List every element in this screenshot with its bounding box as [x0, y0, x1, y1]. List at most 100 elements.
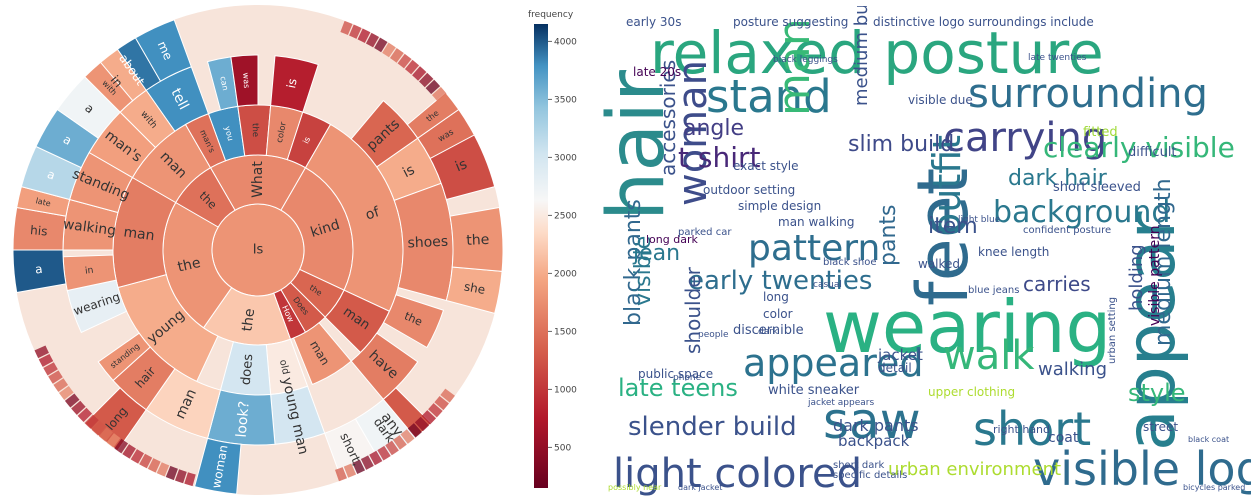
cloud-word: t shirt	[678, 141, 761, 174]
cloud-word: early 30s	[626, 15, 682, 29]
sunburst-sliver	[139, 453, 153, 469]
cloud-word: backpack	[838, 432, 910, 450]
cloud-word: man walking	[778, 215, 855, 229]
sunburst-segment[interactable]	[350, 99, 419, 168]
cloud-word: early twenties	[688, 266, 873, 296]
cloud-word: confident posture	[1023, 225, 1112, 236]
cloud-word: item	[928, 214, 978, 239]
sunburst-segment[interactable]	[445, 266, 503, 315]
sunburst-segment[interactable]	[292, 322, 352, 386]
sunburst-sliver	[64, 393, 80, 408]
sunburst-sliver	[431, 87, 447, 102]
sunburst-sliver	[130, 449, 144, 464]
cloud-word: man	[769, 18, 820, 116]
sunburst-segment[interactable]	[134, 19, 192, 82]
cloud-word: wearing	[823, 285, 1112, 369]
cloud-word: clearly visible	[1043, 131, 1235, 164]
cloud-word: simple design	[738, 199, 822, 213]
cloud-word: light colored	[613, 451, 862, 496]
sunburst-segment[interactable]	[230, 54, 259, 107]
cloud-word: people	[698, 330, 729, 340]
cloud-word: discernible	[733, 323, 804, 338]
cloud-word: long dark	[646, 233, 698, 246]
sunburst-segment[interactable]	[270, 55, 319, 113]
cloud-word: possibly near	[608, 483, 662, 492]
cloud-word: appeared	[743, 341, 924, 385]
cloud-word: exact style	[733, 159, 799, 173]
cloud-word: walked	[918, 257, 961, 271]
sunburst-sliver	[114, 438, 129, 454]
cloud-word: phone	[673, 373, 702, 383]
sunburst-sliver	[418, 72, 434, 88]
cloud-word: jacket	[878, 346, 923, 364]
sunburst-segment[interactable]	[97, 332, 151, 382]
cloud-word: street	[1143, 420, 1179, 434]
sunburst-sliver	[147, 458, 161, 473]
sunburst-sliver	[165, 465, 178, 481]
cloud-word: carrying	[943, 115, 1108, 161]
colorbar-gradient	[534, 24, 548, 488]
colorbar-title: frequency	[528, 10, 574, 20]
cloud-word: upper clothing	[928, 385, 1016, 399]
colorbar-tick-label: 1500	[554, 327, 577, 337]
sunburst-sliver	[156, 462, 170, 477]
sunburst-sliver	[434, 395, 449, 411]
sunburst-segment[interactable]	[406, 91, 460, 139]
cloud-word: difficult	[1128, 145, 1177, 160]
sunburst-segment[interactable]	[350, 332, 419, 401]
sunburst-sliver	[175, 469, 187, 484]
sunburst-sliver	[428, 403, 443, 418]
sunburst-sliver	[91, 420, 106, 436]
cloud-word: bicycles parked	[1183, 483, 1246, 492]
sunburst-segment[interactable]	[382, 294, 445, 349]
cloud-word: walk	[943, 333, 1035, 379]
sunburst-sliver	[106, 433, 121, 448]
cloud-word: public space	[638, 367, 714, 381]
sunburst-sliver	[98, 427, 113, 442]
sunburst-sliver	[357, 28, 371, 43]
cloud-word: dark	[758, 327, 779, 337]
sunburst-sliver	[343, 463, 357, 478]
sunburst-sliver	[335, 467, 347, 482]
colorbar: frequency 500 1000 1500 2000 2500 3000 3500 4000	[528, 10, 577, 488]
cloud-word: black leggings	[773, 55, 838, 65]
sunburst-sliver	[382, 42, 396, 58]
cloud-word: distinctive logo surroundings include	[873, 15, 1094, 29]
sunburst-sliver	[352, 459, 366, 474]
sunburst-segment[interactable]	[324, 289, 391, 354]
sunburst-sliver	[53, 378, 69, 392]
cloud-word: visible pattern	[1147, 225, 1163, 326]
sunburst-segment[interactable]	[393, 182, 454, 302]
sunburst-segment[interactable]	[84, 61, 134, 113]
sunburst-segment[interactable]	[193, 437, 242, 495]
sunburst-sliver	[385, 440, 399, 456]
sunburst-sliver	[77, 407, 93, 423]
sunburst-sliver	[59, 385, 74, 400]
cloud-word: jacket appears	[808, 398, 875, 408]
sunburst-segment[interactable]	[449, 206, 504, 272]
cloud-word: visible due	[908, 93, 973, 107]
sunburst-sliver	[404, 59, 420, 75]
cloud-word: background	[993, 195, 1171, 230]
cloud-word: blue jeans	[968, 285, 1020, 296]
colorbar-tick-label: 3000	[554, 153, 577, 163]
sunburst-segment[interactable]	[417, 108, 475, 160]
sunburst-sliver	[407, 423, 422, 438]
cloud-word: medium build	[851, 6, 872, 106]
sunburst-sliver	[184, 472, 196, 487]
cloud-word: specific details	[833, 470, 908, 481]
sunburst-sliver	[412, 66, 427, 81]
cloud-word: black shoe	[823, 257, 877, 268]
sunburst-sliver	[421, 410, 437, 425]
cloud-word: angle	[683, 116, 745, 141]
cloud-word: style	[1128, 379, 1186, 407]
colorbar-tick-label: 2500	[554, 211, 577, 221]
cloud-word: light blue	[958, 215, 1001, 225]
sunburst-sliver	[440, 388, 455, 403]
cloud-word: right hand	[993, 423, 1051, 436]
colorbar-tick-label: 3500	[554, 95, 577, 105]
cloud-word: slim build	[848, 132, 955, 157]
cloud-word: visible logo	[1033, 442, 1251, 496]
sunburst-sliver	[400, 429, 415, 444]
